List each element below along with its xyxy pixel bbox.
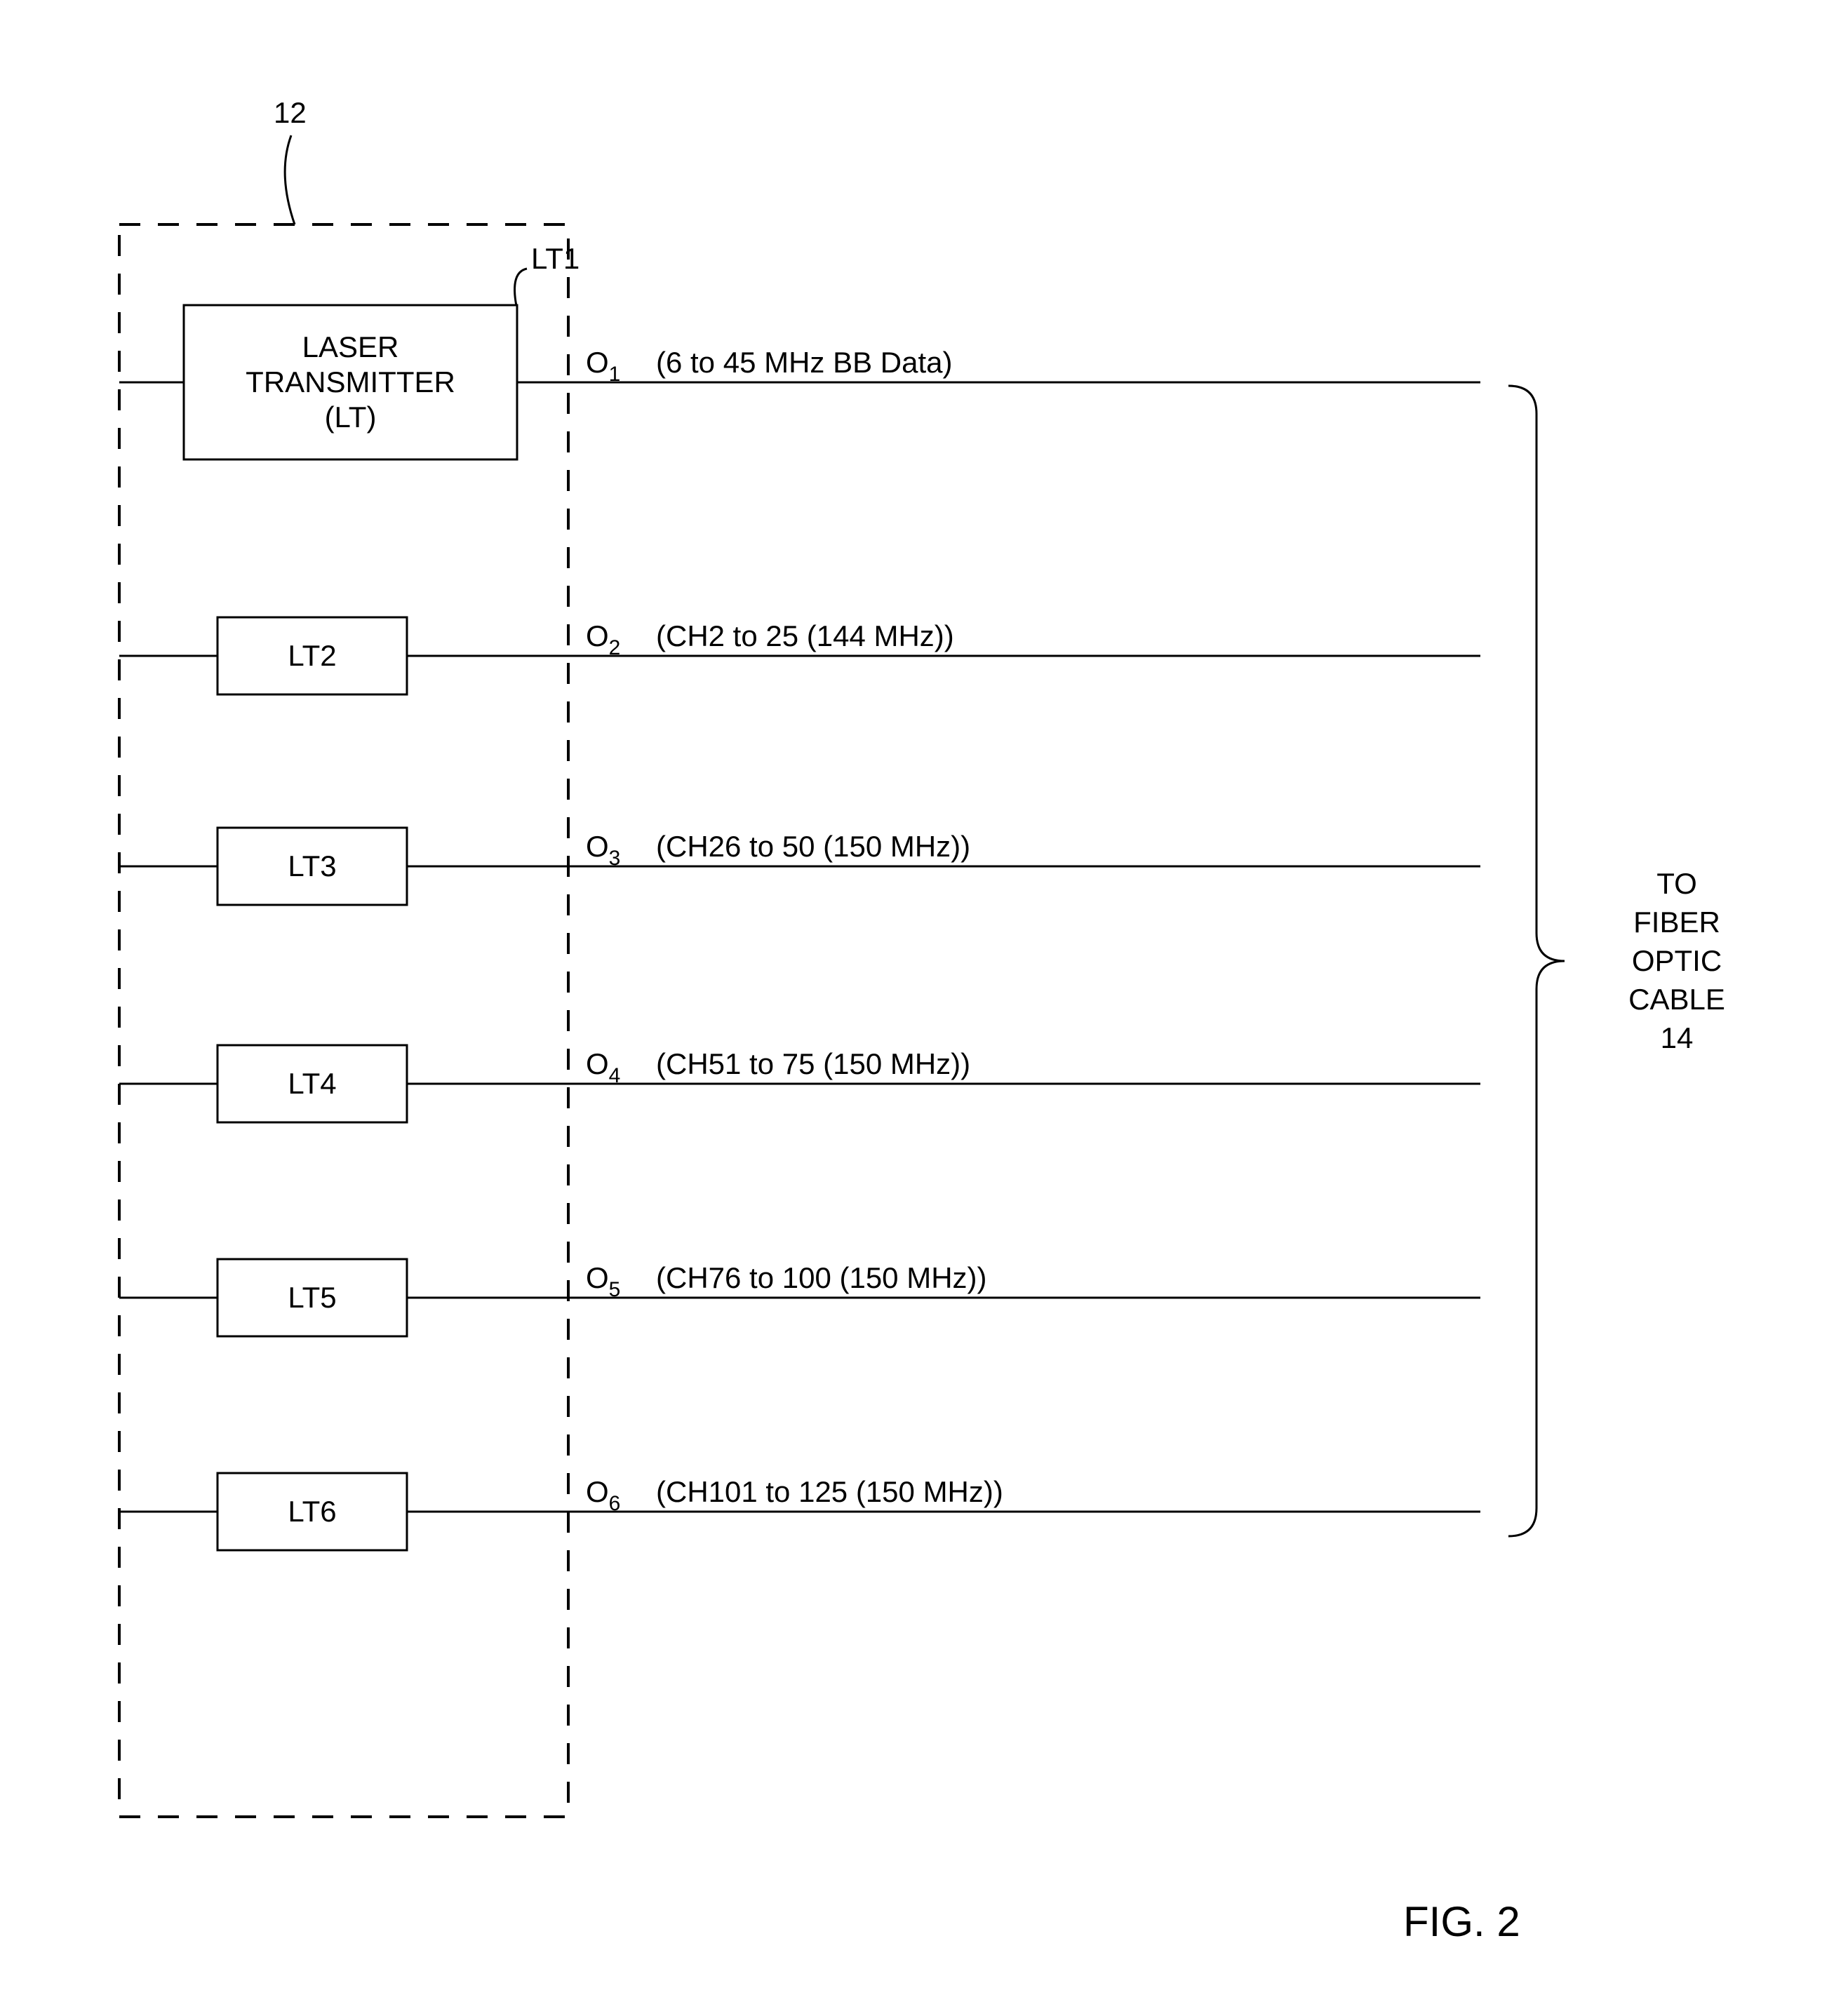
- lt1-ref-leader: [515, 269, 527, 306]
- transmitter-label: LT2: [288, 639, 336, 672]
- destination-label: OPTIC: [1632, 944, 1722, 977]
- output-desc: (CH2 to 25 (144 MHz)): [656, 619, 954, 652]
- output-desc: (CH26 to 50 (150 MHz)): [656, 830, 970, 863]
- transmitter-label: LASER: [302, 330, 399, 363]
- transmitter-label: (LT): [325, 401, 377, 434]
- group-boundary: [119, 224, 568, 1817]
- figure-caption: FIG. 2: [1403, 1898, 1520, 1945]
- output-desc: (CH101 to 125 (150 MHz)): [656, 1475, 1003, 1508]
- transmitter-label: LT5: [288, 1281, 336, 1314]
- transmitter-label: LT6: [288, 1495, 336, 1528]
- output-label: O5: [586, 1261, 620, 1301]
- output-label: O4: [586, 1047, 620, 1087]
- destination-label: FIBER: [1633, 906, 1720, 939]
- output-label: O3: [586, 830, 620, 870]
- output-desc: (6 to 45 MHz BB Data): [656, 346, 952, 379]
- output-desc: (CH51 to 75 (150 MHz)): [656, 1047, 970, 1080]
- destination-label: TO: [1656, 867, 1697, 900]
- output-label: O1: [586, 346, 620, 386]
- output-label: O2: [586, 619, 620, 659]
- output-desc: (CH76 to 100 (150 MHz)): [656, 1261, 987, 1294]
- group-ref-label: 12: [274, 96, 307, 129]
- brace: [1508, 386, 1565, 1536]
- lt1-ref-label: LT1: [531, 242, 580, 275]
- destination-label: 14: [1661, 1021, 1694, 1054]
- destination-label: CABLE: [1628, 983, 1725, 1016]
- transmitter-label: LT3: [288, 849, 336, 882]
- transmitter-label: TRANSMITTER: [246, 365, 455, 398]
- group-ref-leader: [285, 135, 295, 224]
- transmitter-label: LT4: [288, 1067, 336, 1100]
- output-label: O6: [586, 1475, 620, 1515]
